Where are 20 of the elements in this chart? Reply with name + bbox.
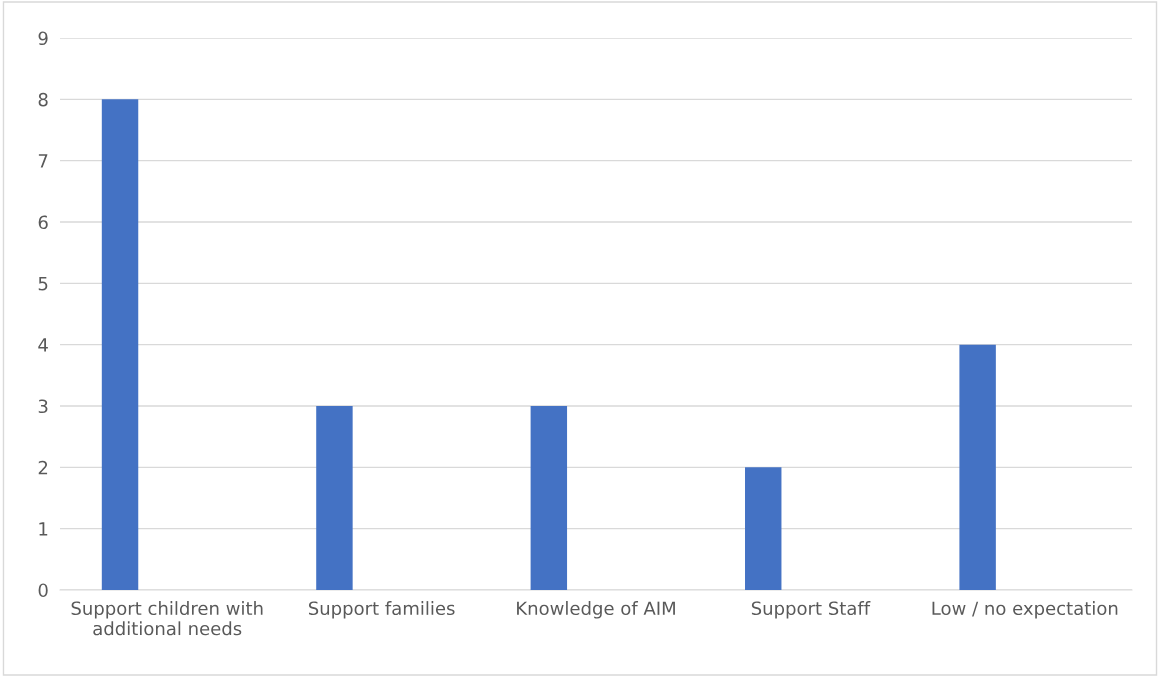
y-tick-label: 8 [38,92,48,107]
y-tick-label: 0 [38,583,48,598]
bar [530,406,568,590]
y-tick-label: 7 [38,154,48,168]
bar [959,344,996,590]
x-tick-label: Support children with additional needs [71,601,263,636]
y-tick-label: 2 [38,460,48,475]
x-tick-label: Support Staff [751,601,871,619]
y-tick-label: 5 [38,277,48,291]
y-tick-label: 3 [38,399,48,414]
bar [745,467,782,590]
y-tick-label: 6 [38,215,48,230]
x-tick-label: Support families [308,601,455,619]
y-tick-label: 9 [38,31,48,46]
bar [316,406,353,590]
bar [101,99,139,590]
x-tick-label: Low / no expectation [932,601,1118,619]
y-tick-label: 1 [39,522,48,536]
y-tick-label: 4 [38,338,48,352]
x-tick-label: Knowledge of AIM [517,601,675,619]
